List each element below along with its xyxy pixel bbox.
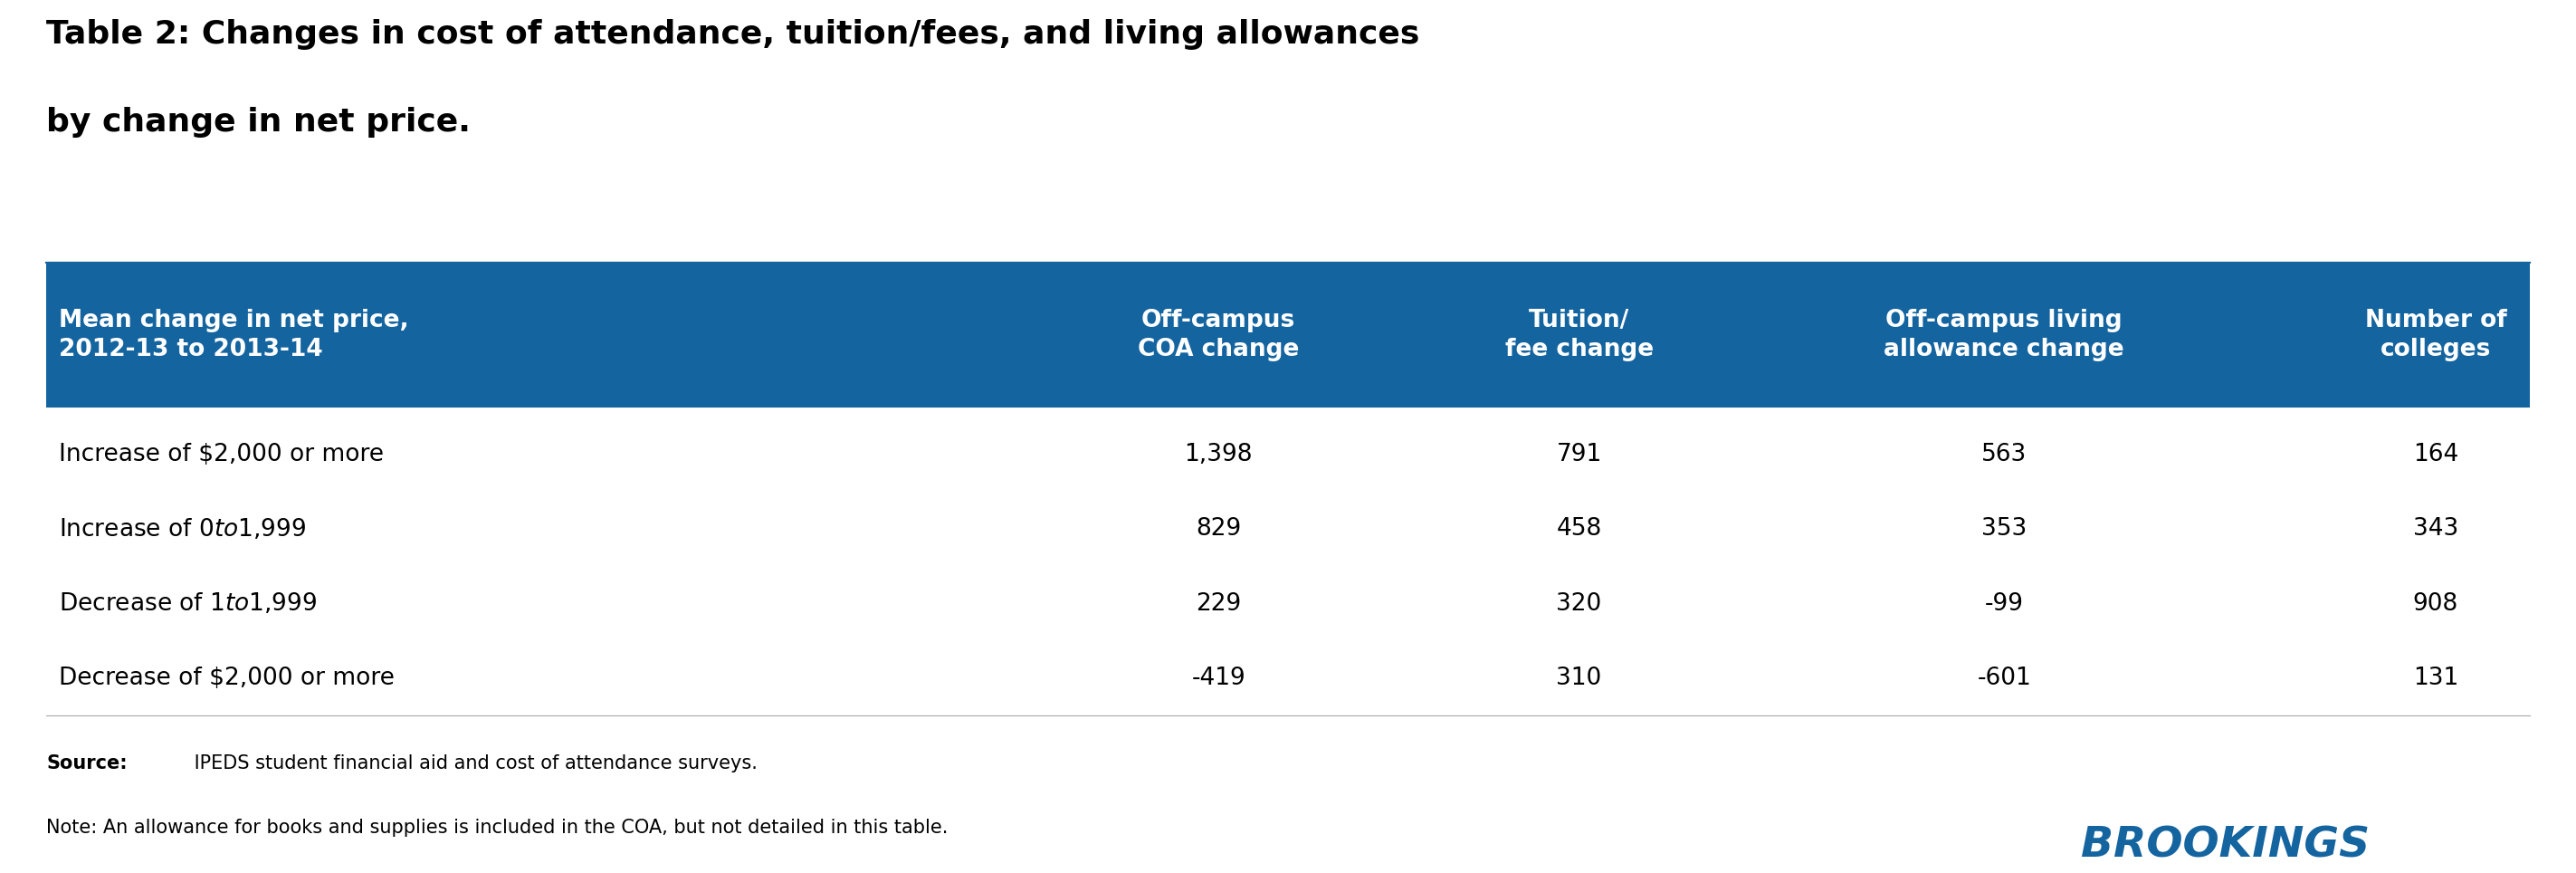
Text: Increase of $2,000 or more: Increase of $2,000 or more xyxy=(59,443,384,466)
Text: Table 2: Changes in cost of attendance, tuition/fees, and living allowances: Table 2: Changes in cost of attendance, … xyxy=(46,19,1419,51)
Text: 164: 164 xyxy=(2414,443,2458,466)
Text: Increase of $0 to $1,999: Increase of $0 to $1,999 xyxy=(59,517,307,541)
Text: by change in net price.: by change in net price. xyxy=(46,107,471,138)
Text: Decrease of $1 to $1,999: Decrease of $1 to $1,999 xyxy=(59,592,317,616)
Text: -601: -601 xyxy=(1978,666,2030,690)
Text: -419: -419 xyxy=(1193,666,1244,690)
Text: 131: 131 xyxy=(2414,666,2458,690)
Text: Source:: Source: xyxy=(46,754,126,773)
Text: Number of
colleges: Number of colleges xyxy=(2365,309,2506,361)
Text: 310: 310 xyxy=(1556,666,1602,690)
FancyBboxPatch shape xyxy=(46,262,2530,408)
Text: -99: -99 xyxy=(1984,592,2025,615)
Text: Note: An allowance for books and supplies is included in the COA, but not detail: Note: An allowance for books and supplie… xyxy=(46,819,948,837)
Text: Decrease of $2,000 or more: Decrease of $2,000 or more xyxy=(59,666,394,690)
Text: 829: 829 xyxy=(1195,518,1242,541)
Text: Tuition/
fee change: Tuition/ fee change xyxy=(1504,309,1654,361)
Text: 908: 908 xyxy=(2414,592,2458,615)
Text: 229: 229 xyxy=(1195,592,1242,615)
Text: Off-campus living
allowance change: Off-campus living allowance change xyxy=(1883,309,2125,361)
Text: 343: 343 xyxy=(2414,518,2458,541)
Text: 1,398: 1,398 xyxy=(1185,443,1252,466)
Text: 353: 353 xyxy=(1981,518,2027,541)
Text: 320: 320 xyxy=(1556,592,1602,615)
Text: BROOKINGS: BROOKINGS xyxy=(2081,826,2370,866)
Text: 791: 791 xyxy=(1556,443,1602,466)
Text: Off-campus
COA change: Off-campus COA change xyxy=(1139,309,1298,361)
Text: 458: 458 xyxy=(1556,518,1602,541)
Text: 563: 563 xyxy=(1981,443,2027,466)
Text: Mean change in net price,
2012-13 to 2013-14: Mean change in net price, 2012-13 to 201… xyxy=(59,309,410,361)
Text: IPEDS student financial aid and cost of attendance surveys.: IPEDS student financial aid and cost of … xyxy=(188,754,757,773)
